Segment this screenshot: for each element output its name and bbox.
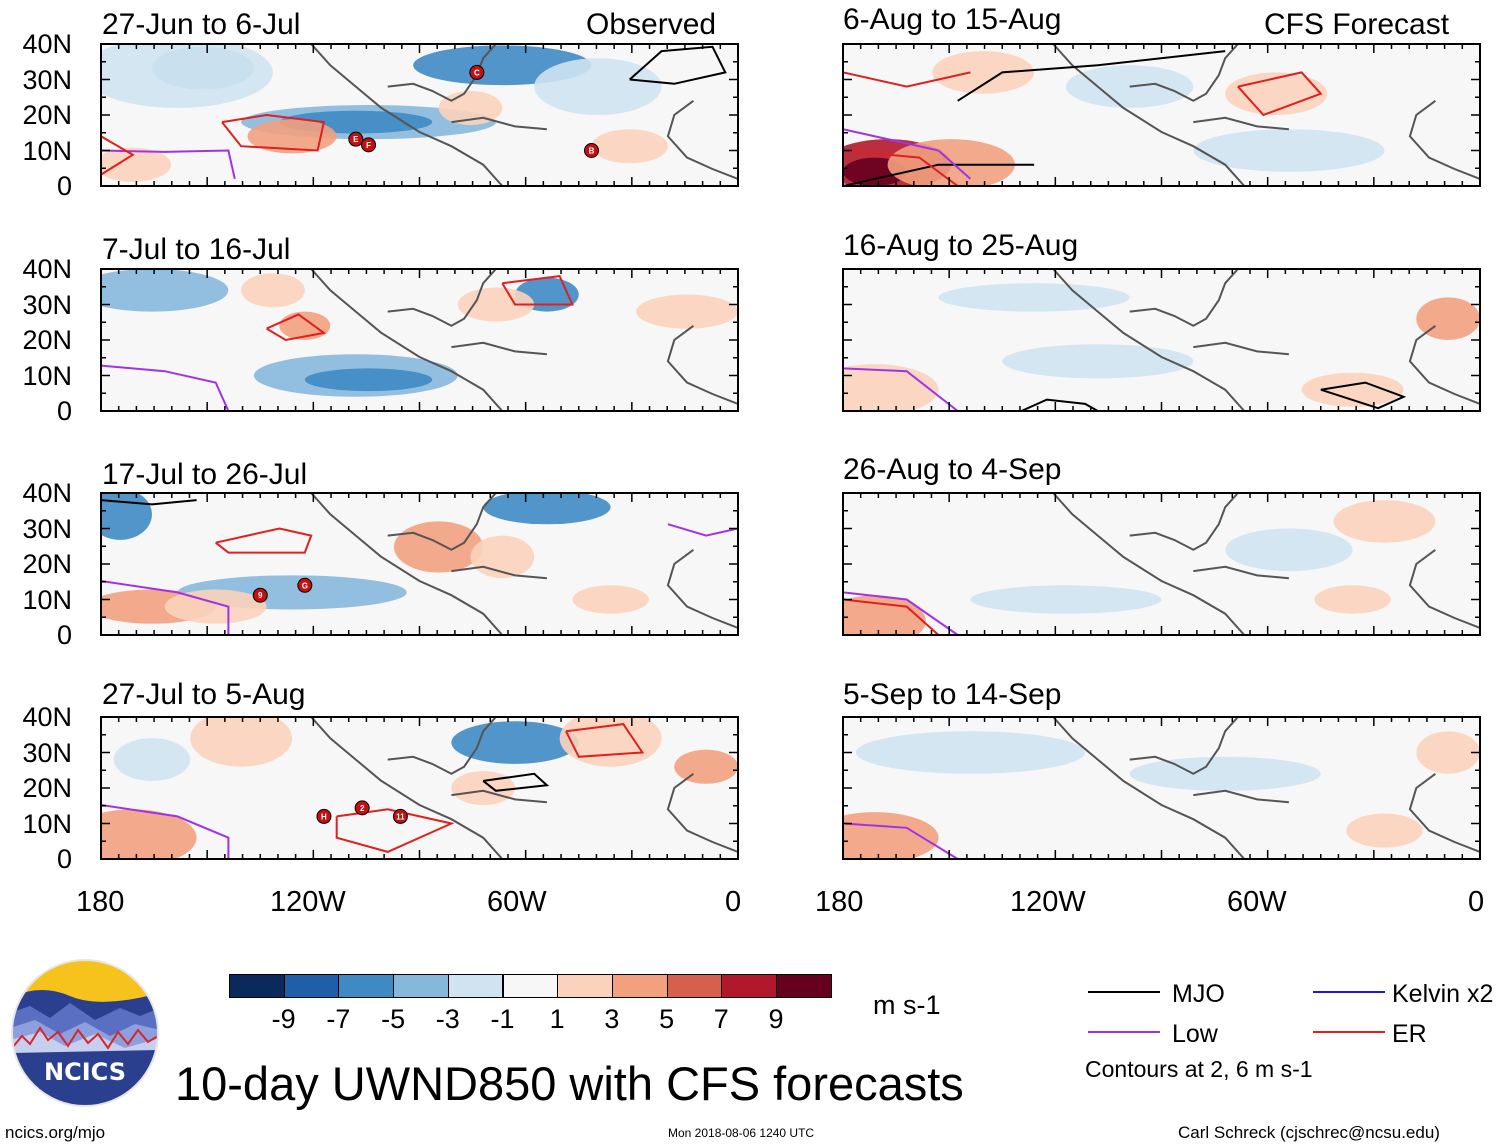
- colorbar-label-8: 7: [713, 1004, 729, 1034]
- forecast-panel-3: [842, 492, 1481, 636]
- lon-label-60w-right: 60W: [1227, 886, 1287, 918]
- observed-panel-3: 9G: [100, 492, 739, 636]
- lat-label-4-1: 30N: [22, 737, 72, 768]
- panel-title-fcst-3: 26-Aug to 4-Sep: [843, 453, 1062, 486]
- legend-label-low: Low: [1172, 1020, 1218, 1048]
- forecast-panel-2: [842, 268, 1481, 412]
- lat-label-3-4: 0: [56, 620, 72, 650]
- colorbar-label-3: -3: [435, 1004, 460, 1034]
- svg-text:E: E: [353, 135, 359, 144]
- svg-text:G: G: [302, 581, 308, 590]
- footer-author: Carl Schreck (cjschrec@ncsu.edu): [1178, 1123, 1440, 1142]
- storm-marker-observed-panel-1-2: C: [469, 64, 485, 80]
- svg-text:2: 2: [360, 804, 365, 813]
- lat-label-4-4: 0: [56, 844, 72, 874]
- observed-label: Observed: [586, 8, 717, 41]
- units-label: m s-1: [873, 990, 941, 1020]
- svg-text:F: F: [366, 141, 371, 150]
- legend-lines: [1088, 991, 1385, 1033]
- lat-label-1-1: 30N: [22, 64, 72, 95]
- ncics-logo: NCICS: [11, 959, 159, 1107]
- storm-marker-observed-panel-3-0: 9: [252, 587, 268, 603]
- storm-marker-observed-panel-3-1: G: [297, 577, 313, 593]
- colorbar-label-9: 9: [768, 1004, 784, 1034]
- svg-text:9: 9: [258, 591, 263, 600]
- forecast-label: CFS Forecast: [1264, 8, 1450, 41]
- lat-label-1-2: 20N: [22, 100, 72, 130]
- observed-panel-2: [100, 268, 739, 412]
- lat-label-1-4: 0: [56, 171, 72, 201]
- contour-note: Contours at 2, 6 m s-1: [1085, 1056, 1313, 1082]
- colorbar-label-4: -1: [490, 1004, 515, 1034]
- lat-label-2-0: 40N: [22, 254, 72, 284]
- colorbar-label-2: -5: [381, 1004, 406, 1034]
- observed-panel-4: H 2 11: [100, 716, 739, 860]
- lat-label-2-4: 0: [56, 396, 72, 426]
- colorbar-label-7: 5: [659, 1004, 675, 1034]
- svg-text:B: B: [589, 147, 595, 156]
- panel-title-fcst-2: 16-Aug to 25-Aug: [843, 229, 1079, 262]
- storm-marker-observed-panel-4-0: H: [316, 808, 332, 824]
- storm-marker-observed-panel-1-0: E: [348, 131, 364, 147]
- panel-title-fcst-4: 5-Sep to 14-Sep: [843, 678, 1062, 711]
- footer-timestamp: Mon 2018-08-06 1240 UTC: [668, 1126, 815, 1140]
- colorbar-cell-7: [611, 974, 668, 998]
- legend-label-kelvin: Kelvin x2: [1392, 980, 1494, 1008]
- colorbar-cell-10: [776, 974, 832, 998]
- colorbar-label-5: 1: [549, 1004, 565, 1034]
- legend-label-er: ER: [1392, 1020, 1427, 1048]
- colorbar-cell-6: [557, 974, 613, 998]
- lat-label-1-3: 10N: [22, 135, 72, 166]
- colorbar-label-6: 3: [604, 1004, 620, 1034]
- lon-label-180-left: 180: [76, 886, 125, 918]
- storm-marker-observed-panel-1-3: B: [583, 143, 599, 158]
- legend-label-mjo: MJO: [1172, 980, 1225, 1008]
- lat-label-1-0: 40N: [22, 29, 72, 59]
- colorbar-cell-4: [447, 974, 504, 998]
- lat-label-3-1: 30N: [22, 513, 72, 544]
- svg-text:C: C: [474, 68, 480, 77]
- colorbar-cell-8: [666, 974, 723, 998]
- lon-label-120w-left: 120W: [270, 886, 346, 918]
- lat-label-4-3: 10N: [22, 808, 72, 839]
- colorbar-cell-3: [393, 974, 449, 998]
- lat-label-4-2: 20N: [22, 773, 72, 803]
- panel-title-fcst-1: 6-Aug to 15-Aug: [843, 3, 1062, 36]
- lat-label-3-0: 40N: [22, 478, 72, 508]
- svg-text:H: H: [321, 812, 327, 821]
- lat-label-2-1: 30N: [22, 289, 72, 320]
- lon-label-0-left: 0: [725, 886, 742, 918]
- footer-url: ncics.org/mjo: [5, 1123, 106, 1142]
- storm-marker-observed-panel-4-2: 11: [392, 808, 408, 824]
- forecast-panel-4: [842, 716, 1481, 860]
- lon-label-0-right: 0: [1468, 886, 1485, 918]
- colorbar-cell-2: [338, 974, 395, 998]
- lon-label-60w-left: 60W: [487, 886, 547, 918]
- colorbar-cell-5: [502, 974, 559, 998]
- colorbar-cell-9: [721, 974, 777, 998]
- lat-label-2-2: 20N: [22, 325, 72, 355]
- colorbar-label-1: -7: [326, 1004, 351, 1034]
- observed-panel-1: EF C B: [100, 43, 739, 187]
- svg-text:11: 11: [396, 812, 405, 821]
- colorbar-label-0: -9: [271, 1004, 296, 1034]
- logo-text: NCICS: [44, 1058, 126, 1086]
- panel-title-obs-2: 7-Jul to 16-Jul: [102, 233, 291, 266]
- lon-label-120w-right: 120W: [1010, 886, 1086, 918]
- lat-label-3-2: 20N: [22, 549, 72, 579]
- figure-title: 10-day UWND850 with CFS forecasts: [175, 1057, 964, 1110]
- panel-title-obs-1: 27-Jun to 6-Jul: [102, 8, 301, 41]
- storm-marker-observed-panel-4-1: 2: [354, 800, 370, 816]
- lat-label-2-3: 10N: [22, 360, 72, 391]
- lat-label-4-0: 40N: [22, 702, 72, 732]
- panel-title-obs-4: 27-Jul to 5-Aug: [102, 678, 306, 711]
- colorbar-cell-0: [229, 974, 285, 998]
- lon-label-180-right: 180: [815, 886, 864, 918]
- forecast-panel-1: [842, 43, 1481, 187]
- colorbar-cell-1: [283, 974, 340, 998]
- panel-title-obs-3: 17-Jul to 26-Jul: [102, 458, 308, 491]
- lat-label-3-3: 10N: [22, 584, 72, 615]
- storm-marker-observed-panel-1-1: F: [361, 137, 377, 153]
